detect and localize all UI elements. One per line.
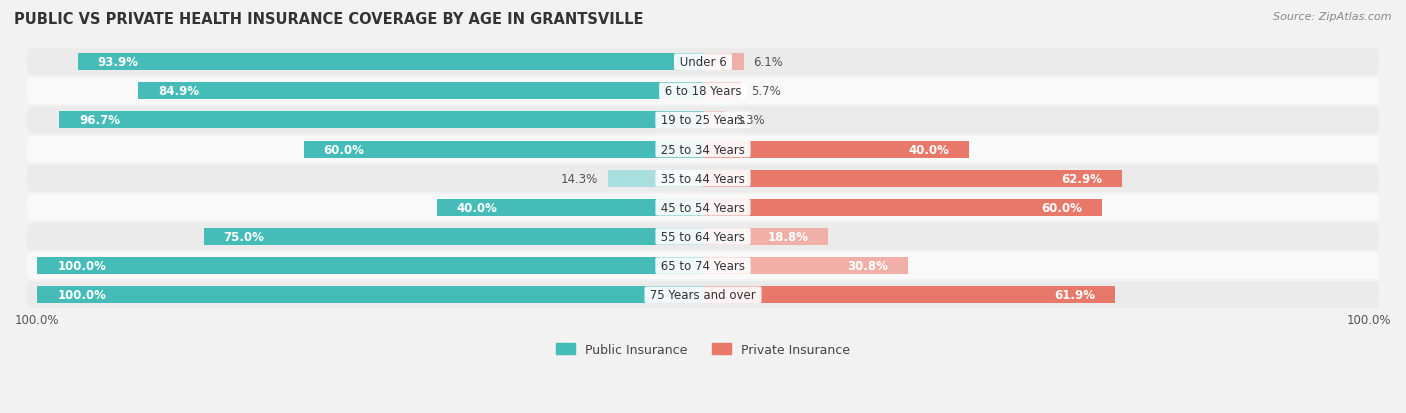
Bar — [437, 199, 703, 216]
Text: 6.1%: 6.1% — [754, 56, 783, 69]
Text: 65 to 74 Years: 65 to 74 Years — [657, 259, 749, 273]
Bar — [703, 83, 741, 100]
Text: 55 to 64 Years: 55 to 64 Years — [657, 230, 749, 243]
Bar — [304, 141, 703, 158]
Text: 100.0%: 100.0% — [58, 259, 105, 273]
Text: 84.9%: 84.9% — [157, 85, 198, 98]
Text: PUBLIC VS PRIVATE HEALTH INSURANCE COVERAGE BY AGE IN GRANTSVILLE: PUBLIC VS PRIVATE HEALTH INSURANCE COVER… — [14, 12, 644, 27]
Bar — [37, 258, 703, 274]
Text: 60.0%: 60.0% — [323, 143, 364, 156]
Text: 25 to 34 Years: 25 to 34 Years — [657, 143, 749, 156]
FancyBboxPatch shape — [27, 49, 1379, 76]
Text: 5.7%: 5.7% — [751, 85, 780, 98]
Text: Under 6: Under 6 — [676, 56, 730, 69]
FancyBboxPatch shape — [27, 165, 1379, 192]
Text: 14.3%: 14.3% — [561, 172, 598, 185]
Bar — [703, 287, 1115, 304]
Text: 75.0%: 75.0% — [224, 230, 264, 243]
FancyBboxPatch shape — [27, 253, 1379, 279]
Text: 60.0%: 60.0% — [1042, 202, 1083, 214]
Text: 35 to 44 Years: 35 to 44 Years — [657, 172, 749, 185]
Bar — [703, 54, 744, 71]
Bar — [138, 83, 703, 100]
FancyBboxPatch shape — [27, 107, 1379, 134]
Text: 61.9%: 61.9% — [1054, 289, 1095, 301]
Text: 96.7%: 96.7% — [79, 114, 120, 127]
Bar — [703, 228, 828, 245]
Bar — [37, 287, 703, 304]
Bar — [703, 170, 1122, 187]
FancyBboxPatch shape — [27, 136, 1379, 163]
Text: 40.0%: 40.0% — [908, 143, 949, 156]
Text: 30.8%: 30.8% — [848, 259, 889, 273]
Text: 45 to 54 Years: 45 to 54 Years — [657, 202, 749, 214]
FancyBboxPatch shape — [27, 78, 1379, 105]
Bar — [703, 141, 969, 158]
Text: 6 to 18 Years: 6 to 18 Years — [661, 85, 745, 98]
Text: 75 Years and over: 75 Years and over — [647, 289, 759, 301]
Legend: Public Insurance, Private Insurance: Public Insurance, Private Insurance — [551, 338, 855, 361]
Bar — [703, 258, 908, 274]
Bar — [204, 228, 703, 245]
Text: 100.0%: 100.0% — [58, 289, 105, 301]
Bar — [703, 112, 725, 129]
Text: Source: ZipAtlas.com: Source: ZipAtlas.com — [1274, 12, 1392, 22]
Bar — [703, 199, 1102, 216]
Text: 62.9%: 62.9% — [1060, 172, 1102, 185]
Bar — [607, 170, 703, 187]
Text: 18.8%: 18.8% — [768, 230, 808, 243]
Text: 93.9%: 93.9% — [98, 56, 139, 69]
Bar — [77, 54, 703, 71]
FancyBboxPatch shape — [27, 282, 1379, 309]
Text: 40.0%: 40.0% — [457, 202, 498, 214]
FancyBboxPatch shape — [27, 195, 1379, 221]
Text: 3.3%: 3.3% — [735, 114, 765, 127]
FancyBboxPatch shape — [27, 223, 1379, 250]
Text: 19 to 25 Years: 19 to 25 Years — [657, 114, 749, 127]
Bar — [59, 112, 703, 129]
